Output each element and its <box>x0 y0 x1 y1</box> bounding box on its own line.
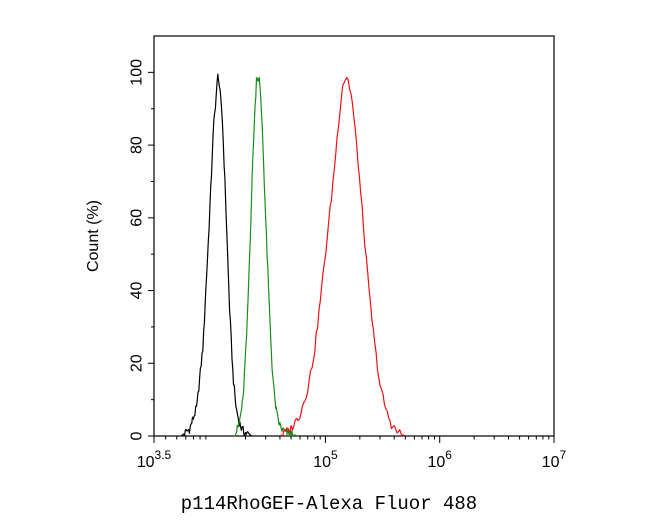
y-tick-label: 80 <box>129 136 146 154</box>
x-axis-title: p114RhoGEF-Alexa Fluor 488 <box>181 493 477 515</box>
x-tick-label: 107 <box>542 448 567 471</box>
y-tick-label: 60 <box>129 209 146 227</box>
histogram-series-line <box>234 76 299 437</box>
histogram-series-line <box>279 76 406 437</box>
x-axis: 103.5 105 106 107 <box>137 436 567 471</box>
y-tick-label: 100 <box>129 59 146 86</box>
y-tick-label: 40 <box>129 282 146 300</box>
x-tick-label: 105 <box>313 448 338 471</box>
histogram-series-line <box>181 73 253 437</box>
x-tick-label: 106 <box>427 448 452 471</box>
y-tick-label: 0 <box>129 431 146 440</box>
y-tick-label: 20 <box>129 354 146 372</box>
y-axis: 0 20 40 60 80 100 <box>129 59 154 440</box>
y-axis-title: Count (%) <box>85 200 102 272</box>
series-layer <box>181 73 406 437</box>
plot-area <box>153 35 555 437</box>
x-tick-label: 103.5 <box>137 448 172 471</box>
plot-border <box>153 35 555 437</box>
